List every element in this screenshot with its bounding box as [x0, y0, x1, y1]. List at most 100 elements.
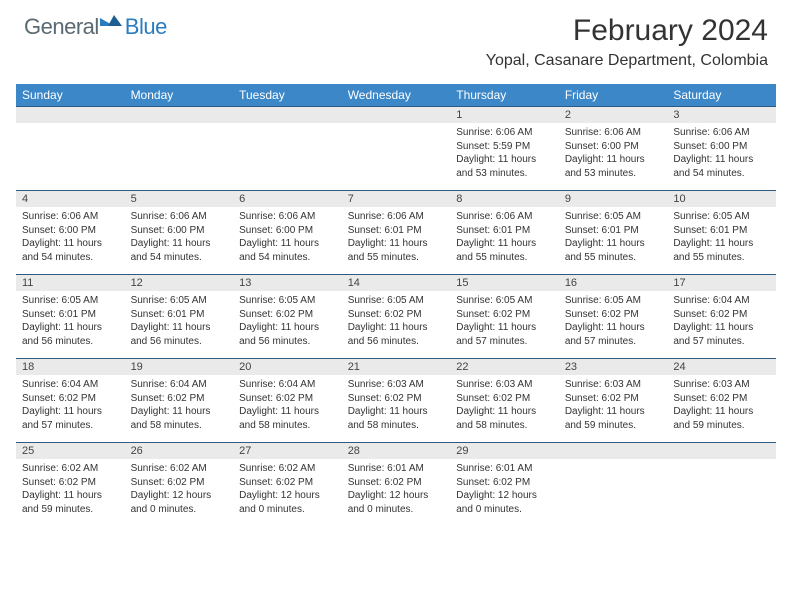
- day-cell: 13Sunrise: 6:05 AMSunset: 6:02 PMDayligh…: [233, 275, 342, 359]
- day-cell: 29Sunrise: 6:01 AMSunset: 6:02 PMDayligh…: [450, 443, 559, 527]
- day-number: 26: [125, 443, 234, 459]
- day-cell: 10Sunrise: 6:05 AMSunset: 6:01 PMDayligh…: [667, 191, 776, 275]
- day-data: Sunrise: 6:01 AMSunset: 6:02 PMDaylight:…: [342, 459, 451, 519]
- daylight-text: Daylight: 11 hours and 58 minutes.: [131, 405, 228, 432]
- day-number: 20: [233, 359, 342, 375]
- daylight-text: Daylight: 12 hours and 0 minutes.: [239, 489, 336, 516]
- sunset-text: Sunset: 6:02 PM: [348, 308, 445, 322]
- dayname-saturday: Saturday: [667, 84, 776, 107]
- day-number: 29: [450, 443, 559, 459]
- day-number: 1: [450, 107, 559, 123]
- day-cell: [233, 107, 342, 191]
- daylight-text: Daylight: 11 hours and 55 minutes.: [565, 237, 662, 264]
- day-number: 2: [559, 107, 668, 123]
- day-cell: 25Sunrise: 6:02 AMSunset: 6:02 PMDayligh…: [16, 443, 125, 527]
- day-cell: 11Sunrise: 6:05 AMSunset: 6:01 PMDayligh…: [16, 275, 125, 359]
- daylight-text: Daylight: 11 hours and 55 minutes.: [348, 237, 445, 264]
- dayname-thursday: Thursday: [450, 84, 559, 107]
- sunrise-text: Sunrise: 6:03 AM: [348, 378, 445, 392]
- day-cell: 18Sunrise: 6:04 AMSunset: 6:02 PMDayligh…: [16, 359, 125, 443]
- sunset-text: Sunset: 6:02 PM: [348, 476, 445, 490]
- day-cell: 4Sunrise: 6:06 AMSunset: 6:00 PMDaylight…: [16, 191, 125, 275]
- day-cell: 7Sunrise: 6:06 AMSunset: 6:01 PMDaylight…: [342, 191, 451, 275]
- sunrise-text: Sunrise: 6:06 AM: [131, 210, 228, 224]
- day-number: 3: [667, 107, 776, 123]
- sunset-text: Sunset: 6:01 PM: [456, 224, 553, 238]
- day-number: 5: [125, 191, 234, 207]
- sunset-text: Sunset: 6:02 PM: [131, 476, 228, 490]
- day-cell: 19Sunrise: 6:04 AMSunset: 6:02 PMDayligh…: [125, 359, 234, 443]
- day-number: 19: [125, 359, 234, 375]
- sunset-text: Sunset: 6:01 PM: [673, 224, 770, 238]
- sunset-text: Sunset: 6:01 PM: [131, 308, 228, 322]
- sunset-text: Sunset: 6:00 PM: [239, 224, 336, 238]
- daylight-text: Daylight: 11 hours and 54 minutes.: [22, 237, 119, 264]
- sunrise-text: Sunrise: 6:05 AM: [456, 294, 553, 308]
- day-number: 18: [16, 359, 125, 375]
- day-number: 10: [667, 191, 776, 207]
- day-data: Sunrise: 6:06 AMSunset: 6:01 PMDaylight:…: [342, 207, 451, 267]
- day-data: Sunrise: 6:03 AMSunset: 6:02 PMDaylight:…: [559, 375, 668, 435]
- sunset-text: Sunset: 6:02 PM: [673, 392, 770, 406]
- daylight-text: Daylight: 11 hours and 54 minutes.: [239, 237, 336, 264]
- sunset-text: Sunset: 6:02 PM: [348, 392, 445, 406]
- day-cell: 17Sunrise: 6:04 AMSunset: 6:02 PMDayligh…: [667, 275, 776, 359]
- sunrise-text: Sunrise: 6:06 AM: [565, 126, 662, 140]
- week-row: 11Sunrise: 6:05 AMSunset: 6:01 PMDayligh…: [16, 275, 776, 359]
- day-data: Sunrise: 6:05 AMSunset: 6:01 PMDaylight:…: [667, 207, 776, 267]
- sunrise-text: Sunrise: 6:06 AM: [673, 126, 770, 140]
- daylight-text: Daylight: 11 hours and 56 minutes.: [131, 321, 228, 348]
- brand-text-general: General: [24, 14, 99, 40]
- sunset-text: Sunset: 6:02 PM: [565, 308, 662, 322]
- day-number: [233, 107, 342, 123]
- sunset-text: Sunset: 6:00 PM: [673, 140, 770, 154]
- dayname-row: Sunday Monday Tuesday Wednesday Thursday…: [16, 84, 776, 107]
- sunrise-text: Sunrise: 6:02 AM: [22, 462, 119, 476]
- day-data: Sunrise: 6:05 AMSunset: 6:02 PMDaylight:…: [233, 291, 342, 351]
- day-data: Sunrise: 6:05 AMSunset: 6:02 PMDaylight:…: [559, 291, 668, 351]
- day-cell: 3Sunrise: 6:06 AMSunset: 6:00 PMDaylight…: [667, 107, 776, 191]
- daylight-text: Daylight: 11 hours and 59 minutes.: [565, 405, 662, 432]
- sunrise-text: Sunrise: 6:06 AM: [239, 210, 336, 224]
- daylight-text: Daylight: 11 hours and 53 minutes.: [456, 153, 553, 180]
- daylight-text: Daylight: 11 hours and 59 minutes.: [22, 489, 119, 516]
- day-number: 17: [667, 275, 776, 291]
- sunset-text: Sunset: 6:01 PM: [348, 224, 445, 238]
- day-data: Sunrise: 6:06 AMSunset: 6:00 PMDaylight:…: [16, 207, 125, 267]
- day-data: Sunrise: 6:05 AMSunset: 6:02 PMDaylight:…: [450, 291, 559, 351]
- daylight-text: Daylight: 11 hours and 54 minutes.: [673, 153, 770, 180]
- day-data: Sunrise: 6:02 AMSunset: 6:02 PMDaylight:…: [233, 459, 342, 519]
- sunset-text: Sunset: 6:00 PM: [22, 224, 119, 238]
- day-data: Sunrise: 6:05 AMSunset: 6:01 PMDaylight:…: [16, 291, 125, 351]
- sunrise-text: Sunrise: 6:05 AM: [239, 294, 336, 308]
- day-cell: 8Sunrise: 6:06 AMSunset: 6:01 PMDaylight…: [450, 191, 559, 275]
- day-data: Sunrise: 6:06 AMSunset: 6:00 PMDaylight:…: [667, 123, 776, 183]
- day-data: [233, 123, 342, 173]
- sunrise-text: Sunrise: 6:05 AM: [673, 210, 770, 224]
- day-data: Sunrise: 6:03 AMSunset: 6:02 PMDaylight:…: [450, 375, 559, 435]
- day-number: 6: [233, 191, 342, 207]
- sunrise-text: Sunrise: 6:01 AM: [348, 462, 445, 476]
- calendar-body: 1Sunrise: 6:06 AMSunset: 5:59 PMDaylight…: [16, 107, 776, 527]
- day-number: 25: [16, 443, 125, 459]
- sunset-text: Sunset: 6:00 PM: [565, 140, 662, 154]
- day-number: 4: [16, 191, 125, 207]
- daylight-text: Daylight: 11 hours and 56 minutes.: [239, 321, 336, 348]
- sunset-text: Sunset: 6:01 PM: [565, 224, 662, 238]
- week-row: 1Sunrise: 6:06 AMSunset: 5:59 PMDaylight…: [16, 107, 776, 191]
- sunrise-text: Sunrise: 6:06 AM: [456, 210, 553, 224]
- day-number: 28: [342, 443, 451, 459]
- day-data: Sunrise: 6:04 AMSunset: 6:02 PMDaylight:…: [125, 375, 234, 435]
- day-number: 27: [233, 443, 342, 459]
- dayname-wednesday: Wednesday: [342, 84, 451, 107]
- sunrise-text: Sunrise: 6:05 AM: [348, 294, 445, 308]
- sunset-text: Sunset: 6:02 PM: [22, 392, 119, 406]
- day-cell: 16Sunrise: 6:05 AMSunset: 6:02 PMDayligh…: [559, 275, 668, 359]
- day-data: Sunrise: 6:04 AMSunset: 6:02 PMDaylight:…: [16, 375, 125, 435]
- sunrise-text: Sunrise: 6:04 AM: [131, 378, 228, 392]
- daylight-text: Daylight: 11 hours and 57 minutes.: [22, 405, 119, 432]
- sunset-text: Sunset: 6:02 PM: [239, 392, 336, 406]
- location-subtitle: Yopal, Casanare Department, Colombia: [486, 52, 768, 70]
- day-data: Sunrise: 6:06 AMSunset: 6:00 PMDaylight:…: [125, 207, 234, 267]
- sunrise-text: Sunrise: 6:04 AM: [673, 294, 770, 308]
